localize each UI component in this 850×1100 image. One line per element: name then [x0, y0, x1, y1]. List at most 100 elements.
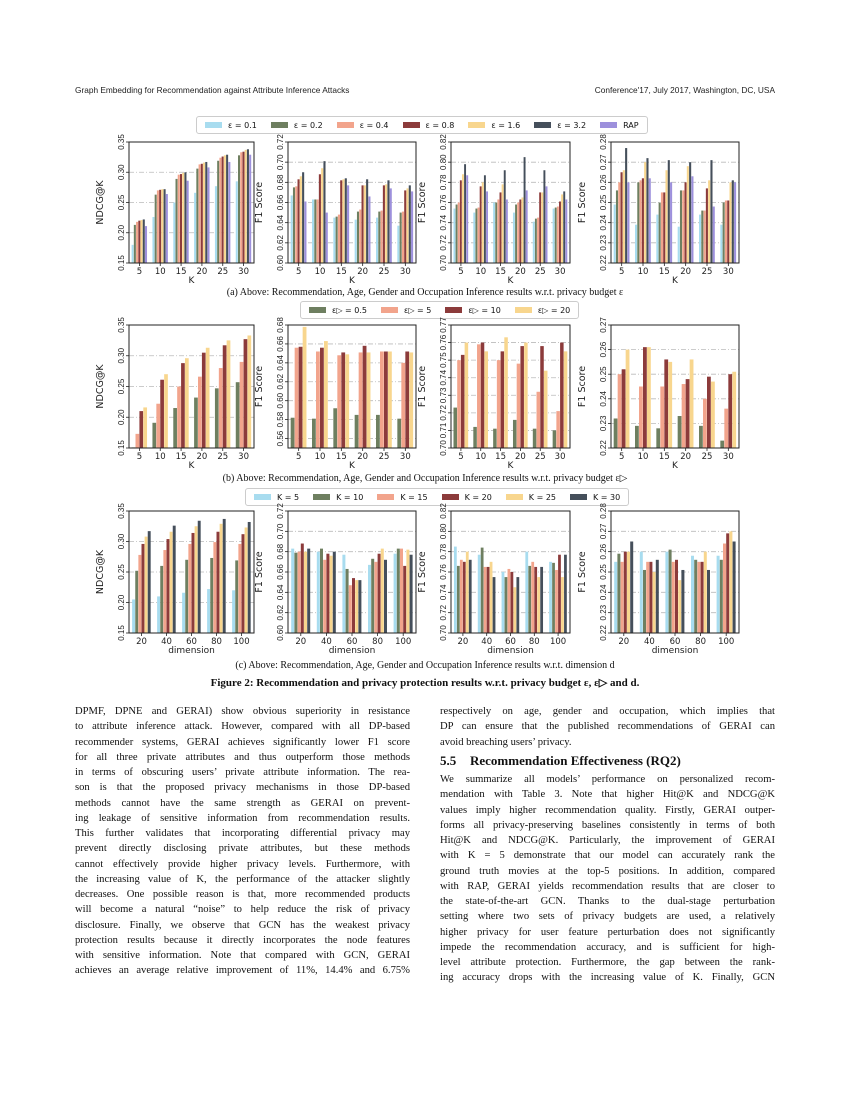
bar — [621, 369, 626, 448]
bar — [408, 185, 411, 263]
bar — [543, 370, 548, 448]
bar — [247, 335, 252, 448]
bar — [218, 368, 223, 448]
bar — [675, 559, 678, 633]
legend-swatch — [313, 494, 331, 500]
plot-frame — [450, 510, 571, 634]
bar — [177, 386, 181, 448]
bar — [466, 175, 469, 263]
bar — [663, 192, 666, 263]
y-axis-label: F1 Score — [577, 182, 588, 223]
bar — [473, 426, 477, 448]
bar — [486, 566, 490, 633]
bar — [380, 351, 384, 448]
text-line: avoid breaching users’ privacy. — [440, 736, 572, 748]
bar — [135, 433, 140, 448]
text-line: with RAP, GERAI yields recommendation re… — [440, 880, 775, 892]
bar — [182, 172, 185, 263]
bar — [727, 200, 730, 263]
bar — [705, 188, 708, 263]
bar — [143, 407, 148, 448]
bar — [627, 182, 630, 263]
y-tick-label: 0.74 — [439, 584, 448, 600]
y-tick-label: 0.76 — [439, 564, 448, 580]
x-tick-label: 15 — [495, 452, 506, 462]
legend-item: K = 10 — [313, 493, 363, 502]
y-tick-label: 0.60 — [276, 392, 285, 408]
bar — [188, 543, 192, 633]
bar — [497, 199, 500, 263]
bar — [504, 337, 508, 448]
bar — [722, 202, 725, 263]
bar — [321, 168, 324, 263]
bar — [358, 580, 362, 633]
chart-b-f1-age: 0.56 0.58 0.60 0.62 0.64 0.66 0.68 5 10 15 20 25 30 K… — [254, 317, 417, 471]
y-tick-label: 0.35 — [117, 134, 126, 150]
bar — [182, 592, 186, 633]
bar — [668, 361, 673, 448]
bar — [519, 199, 522, 263]
bar — [639, 386, 643, 448]
bar — [563, 191, 566, 263]
legend-item: ε = 0.1 — [205, 121, 257, 130]
text-line: with sensitive information. Note that co… — [75, 950, 410, 961]
bar — [235, 560, 239, 633]
text-line: will become a natural “noise” to help re… — [75, 904, 410, 916]
x-tick-label: 100 — [233, 637, 249, 647]
x-tick-label: 60 — [505, 637, 516, 647]
y-tick-label: 0.27 — [599, 317, 608, 333]
y-tick-label: 0.78 — [439, 543, 448, 559]
y-tick-label: 0.77 — [439, 317, 448, 333]
legend-label: K = 25 — [528, 492, 556, 502]
bar — [184, 172, 187, 263]
legend-item: K = 30 — [570, 493, 620, 502]
bar — [561, 577, 564, 633]
bar — [512, 212, 515, 263]
bar — [203, 162, 206, 263]
legend-item: ε = 1.6 — [468, 121, 520, 130]
y-tick-label: 0.66 — [276, 194, 285, 210]
x-tick-label: 25 — [217, 267, 228, 277]
bar — [160, 565, 164, 633]
bar — [354, 219, 357, 263]
figure-caption: Figure 2: Recommendation and privacy pro… — [210, 677, 640, 689]
plot-frame — [128, 510, 255, 634]
bar — [532, 221, 535, 263]
legend-label: K = 15 — [400, 492, 428, 502]
bar — [295, 186, 298, 263]
bar — [300, 543, 304, 633]
bar — [646, 561, 650, 633]
bar — [665, 551, 669, 633]
legend-swatch — [600, 122, 618, 128]
legend-label: ε = 0.8 — [425, 120, 455, 130]
bar — [411, 191, 414, 263]
y-tick-label: 0.62 — [276, 604, 285, 620]
bar — [374, 561, 378, 633]
x-tick-label: 20 — [295, 637, 306, 647]
bar — [184, 358, 189, 448]
x-tick-label: 15 — [336, 452, 347, 462]
x-tick-label: 10 — [315, 452, 326, 462]
x-tick-label: 20 — [515, 267, 526, 277]
text-line: mendation with Table 3. Note that higher… — [440, 789, 775, 801]
bar — [198, 164, 201, 263]
y-tick-label: 0.15 — [117, 625, 126, 641]
bar — [459, 559, 463, 633]
y-tick-label: 0.82 — [439, 503, 448, 519]
bar — [668, 549, 672, 633]
bar — [290, 195, 293, 263]
bar — [617, 553, 621, 633]
text-line: setting where two sets of privacy budget… — [440, 911, 775, 923]
bar — [543, 170, 546, 263]
bar — [537, 577, 541, 633]
bar — [164, 374, 168, 448]
bar — [147, 531, 151, 633]
plot-frame — [287, 510, 417, 634]
bar — [172, 525, 176, 633]
bar — [637, 182, 640, 263]
legend-label: ε = 1.6 — [491, 120, 521, 130]
bar — [312, 199, 315, 263]
bar — [720, 440, 725, 448]
x-axis-label: K — [672, 461, 679, 471]
bar — [377, 553, 381, 633]
